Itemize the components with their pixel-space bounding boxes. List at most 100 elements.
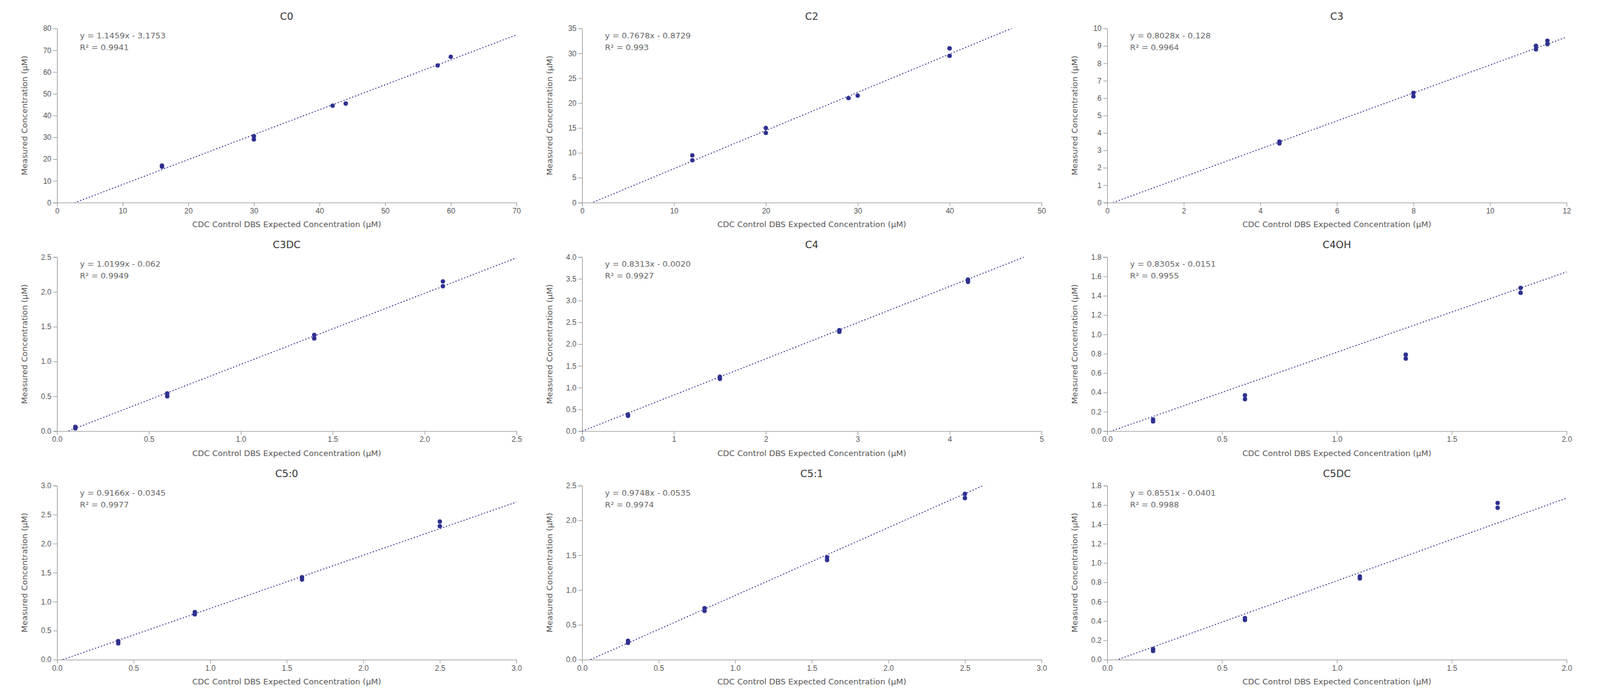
y-axis: 0.00.51.01.52.02.53.0	[40, 481, 57, 665]
tick: 2	[1182, 202, 1187, 216]
tick: 0.0	[52, 660, 63, 674]
tick-label: 0.5	[1217, 664, 1228, 674]
tick-label: 1.2	[1091, 310, 1102, 320]
tick-label: 0.4	[1091, 617, 1102, 627]
title: C3	[1330, 10, 1344, 23]
title: C5:1	[800, 468, 824, 480]
tick: 2.0	[1561, 660, 1573, 674]
x-axis-title: CDC Control DBS Expected Concentration (…	[191, 219, 381, 230]
tick: 0.5	[40, 392, 57, 402]
tick-label: 0	[55, 206, 60, 216]
tick-mark	[811, 660, 813, 664]
tick-mark	[1103, 28, 1108, 30]
x-axis: 0.00.51.01.52.0	[1102, 660, 1573, 674]
tick: 1.0	[235, 431, 247, 445]
tick: 50	[1037, 202, 1047, 216]
tick-label: 2.5	[434, 664, 446, 674]
tick-label: 0.5	[144, 435, 155, 444]
tick: 3.0	[565, 296, 583, 306]
tick-mark	[1103, 256, 1108, 258]
tick-label: 8	[1411, 206, 1417, 216]
tick: 1.0	[1091, 330, 1108, 340]
tick: 1.0	[565, 383, 583, 393]
y-axis: 05101520253035	[568, 24, 583, 207]
tick-mark	[1103, 543, 1108, 545]
tick: 30	[43, 133, 57, 142]
tick-mark	[1336, 202, 1338, 207]
tick-label: 0.8	[1091, 578, 1102, 587]
tick-mark	[1103, 601, 1108, 603]
tick-label: 1.5	[40, 569, 52, 578]
tick-label: 3.0	[511, 664, 522, 674]
y-axis: 0.00.51.01.52.02.53.03.54.0	[565, 253, 583, 436]
tick: 30	[250, 202, 259, 216]
tick: 4.0	[565, 253, 583, 262]
tick-label: 70	[512, 206, 522, 216]
x-axis-title: CDC Control DBS Expected Concentration (…	[191, 677, 381, 687]
tick: 3.0	[1036, 660, 1048, 674]
tick-label: 1	[672, 435, 677, 444]
tick-label: 10	[118, 206, 128, 216]
tick-label: 2.0	[565, 516, 577, 526]
tick: 6	[1334, 202, 1340, 216]
tick: 1.2	[1091, 539, 1108, 549]
plot-area	[582, 28, 1042, 203]
x-axis: 01020304050	[580, 202, 1046, 216]
point	[73, 424, 78, 430]
tick-mark	[578, 28, 583, 30]
x-axis-title: CDC Control DBS Expected Concentration (…	[717, 448, 906, 459]
y-axis-title: Measured Concentration (μM)	[544, 55, 555, 176]
tick-mark	[1103, 334, 1108, 335]
tick: 10	[669, 202, 679, 216]
plot-area	[56, 258, 517, 432]
tick-label: 1.5	[40, 322, 52, 332]
tick: 0.0	[40, 655, 57, 665]
tick-label: 2.5	[959, 664, 971, 674]
tick-mark	[578, 486, 583, 487]
tick-label: 1.6	[1091, 272, 1102, 282]
tick: 40	[945, 202, 955, 216]
tick: 0.0	[1091, 427, 1108, 436]
x-axis-title: CDC Control DBS Expected Concentration (…	[1242, 448, 1431, 459]
annotation-line: R² = 0.9941	[79, 42, 129, 53]
y-axis-title: Measured Concentration (μM)	[1069, 513, 1080, 633]
tick-mark	[1103, 185, 1108, 186]
tick: 20	[762, 202, 771, 216]
tick: 70	[512, 202, 522, 216]
tick-mark	[1452, 660, 1453, 664]
tick-mark	[1103, 133, 1108, 134]
tick-label: 2.5	[40, 510, 52, 520]
tick-label: 50	[381, 206, 391, 216]
tick: 7	[1097, 76, 1108, 86]
point	[947, 46, 952, 51]
tick-mark	[1103, 354, 1108, 355]
tick: 1.6	[1091, 500, 1108, 510]
tick-label: 0.0	[40, 427, 52, 436]
tick-label: 20	[568, 99, 578, 108]
tick: 2.0	[358, 660, 370, 674]
tick: 40	[315, 202, 325, 216]
tick: 0.0	[1102, 431, 1113, 445]
tick: 0.6	[1091, 598, 1108, 607]
tick-mark	[516, 660, 518, 664]
tick-label: 1.5	[327, 435, 339, 444]
tick: 0	[1105, 202, 1110, 216]
tick-mark	[332, 431, 334, 436]
tick-label: 0.5	[565, 621, 577, 630]
tick-label: 0	[47, 198, 52, 208]
axis-line	[578, 29, 583, 204]
y-axis: 0.00.51.01.52.02.5	[40, 253, 57, 436]
x-axis-title: CDC Control DBS Expected Concentration (…	[191, 448, 381, 459]
plot-area	[1107, 37, 1567, 203]
point	[448, 54, 453, 59]
tick-mark	[1183, 202, 1185, 207]
tick-mark	[53, 71, 57, 73]
tick: 80	[43, 24, 57, 33]
tick-mark	[53, 115, 57, 117]
annotation: y = 0.8551x - 0.0401R² = 0.9988	[1130, 488, 1216, 510]
tick-mark	[253, 202, 255, 207]
tick: 1	[1097, 181, 1108, 191]
trend-line	[56, 258, 517, 432]
tick: 2	[764, 431, 769, 445]
axis-line	[57, 431, 518, 436]
